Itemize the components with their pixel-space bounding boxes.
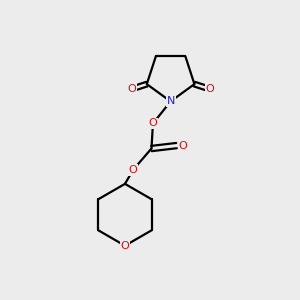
Text: O: O <box>178 141 188 151</box>
Text: O: O <box>121 241 129 251</box>
Text: N: N <box>167 96 175 106</box>
Text: O: O <box>129 165 138 175</box>
Text: O: O <box>206 84 214 94</box>
Text: O: O <box>127 84 136 94</box>
Text: O: O <box>148 118 157 128</box>
